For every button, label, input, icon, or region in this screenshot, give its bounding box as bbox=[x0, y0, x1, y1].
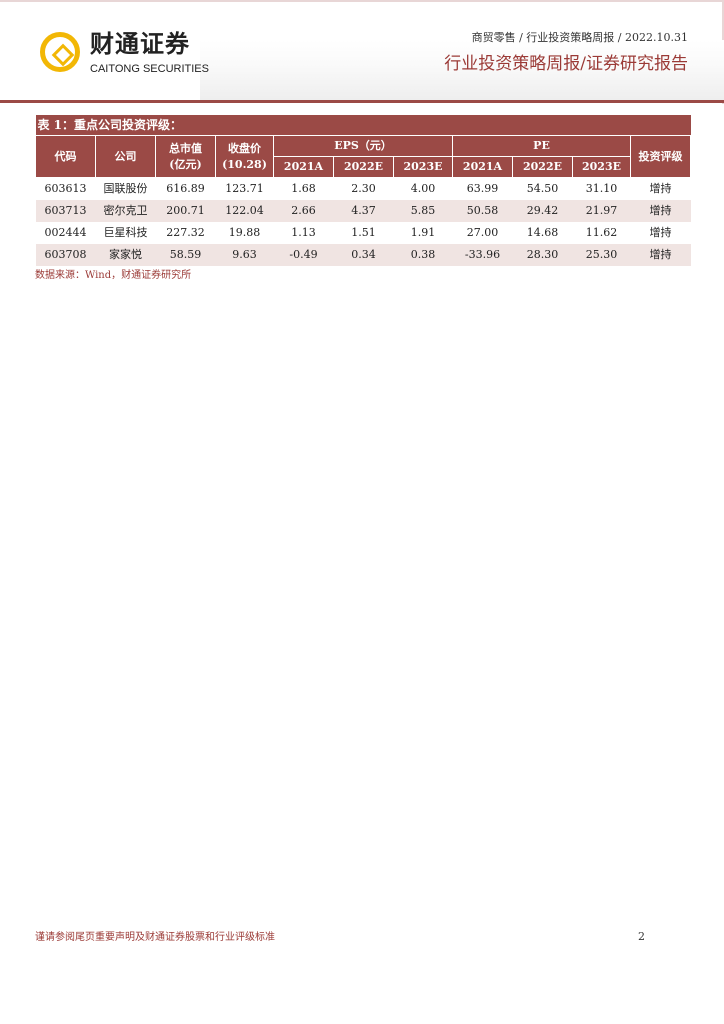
table-cell: 1.68 bbox=[291, 182, 316, 195]
table-caption: 表 1：重点公司投资评级： bbox=[35, 115, 691, 136]
table-cell: 1.51 bbox=[351, 226, 376, 239]
logo-en: CAITONG SECURITIES bbox=[90, 63, 209, 75]
table-cell: 11.62 bbox=[585, 226, 618, 239]
header-year: 2023E bbox=[393, 156, 453, 178]
header-mktcap: 总市值 (亿元) bbox=[155, 135, 216, 178]
table-cell: 50.58 bbox=[452, 200, 513, 222]
top-border bbox=[0, 0, 724, 2]
table-section: 表 1：重点公司投资评级： 代码 公司 总市值 (亿元) 收盘价 (10.28)… bbox=[35, 115, 692, 283]
report-type: 行业投资策略周报/证券研究报告 bbox=[444, 54, 688, 74]
table-cell: 4.00 bbox=[410, 182, 436, 195]
header-year: 2021A bbox=[452, 156, 513, 178]
table-cell: 002444 bbox=[44, 226, 87, 239]
table-cell: 603613 bbox=[44, 182, 87, 195]
table-cell: 122.04 bbox=[215, 200, 274, 222]
table-cell: 巨星科技 bbox=[103, 226, 148, 239]
footer-disclaimer: 谨请参阅尾页重要声明及财通证券股票和行业评级标准 bbox=[35, 932, 275, 943]
breadcrumb: 商贸零售 / 行业投资策略周报 / 2022.10.31 bbox=[471, 31, 688, 44]
table-cell: 27.00 bbox=[466, 226, 499, 239]
header-eps: EPS（元） bbox=[273, 135, 453, 157]
table-cell: -33.96 bbox=[452, 244, 513, 266]
table-cell: 0.38 bbox=[393, 244, 453, 266]
table-cell: 增持 bbox=[649, 226, 672, 239]
table-cell: 14.68 bbox=[526, 226, 559, 239]
logo-cn: 财通证券 bbox=[90, 30, 190, 58]
table-cell: 25.30 bbox=[572, 244, 631, 266]
table-source: 数据来源：Wind，财通证券研究所 bbox=[35, 270, 192, 281]
table-cell: 29.42 bbox=[512, 200, 573, 222]
logo: 财通证券 CAITONG SECURITIES bbox=[40, 30, 240, 76]
table-row: 002444 巨星科技 227.32 19.88 1.13 1.51 1.91 27.00 14… bbox=[36, 222, 691, 244]
table-cell: 603708 bbox=[35, 244, 96, 266]
table-cell: 1.13 bbox=[291, 226, 316, 239]
table-cell: 28.30 bbox=[512, 244, 573, 266]
table-cell: 1.91 bbox=[410, 226, 436, 239]
table-cell: 2.66 bbox=[273, 200, 334, 222]
table-cell: 200.71 bbox=[155, 200, 216, 222]
table-cell: -0.49 bbox=[273, 244, 334, 266]
page-number: 2 bbox=[638, 930, 645, 943]
header-year: 2022E bbox=[512, 156, 573, 178]
table-cell: 123.71 bbox=[225, 182, 264, 195]
header-company: 公司 bbox=[95, 135, 156, 178]
table-cell: 密尔克卫 bbox=[95, 200, 156, 222]
table-cell: 家家悦 bbox=[95, 244, 156, 266]
header-pe: PE bbox=[452, 135, 631, 157]
header-divider bbox=[0, 100, 724, 103]
table-cell: 增持 bbox=[630, 244, 691, 266]
header-year: 2022E bbox=[333, 156, 394, 178]
header-code: 代码 bbox=[35, 135, 96, 178]
table-cell: 0.34 bbox=[333, 244, 394, 266]
table-cell: 2.30 bbox=[351, 182, 376, 195]
header-year: 2023E bbox=[572, 156, 631, 178]
table-cell: 54.50 bbox=[526, 182, 559, 195]
table-cell: 5.85 bbox=[393, 200, 453, 222]
table-cell: 19.88 bbox=[228, 226, 261, 239]
table-row: 603713 密尔克卫 200.71 122.04 2.66 4.37 5.85 50.58 2… bbox=[35, 200, 691, 222]
table-cell: 增持 bbox=[630, 200, 691, 222]
table-cell: 4.37 bbox=[333, 200, 394, 222]
header-rating: 投资评级 bbox=[629, 135, 692, 178]
logo-coin-icon bbox=[40, 32, 80, 72]
table-cell: 31.10 bbox=[585, 182, 618, 195]
table-cell: 21.97 bbox=[572, 200, 631, 222]
table-cell: 国联股份 bbox=[103, 182, 148, 195]
table-cell: 616.89 bbox=[166, 182, 205, 195]
header-year: 2021A bbox=[273, 156, 334, 178]
table-cell: 9.63 bbox=[215, 244, 274, 266]
table-row: 603708 家家悦 58.59 9.63 -0.49 0.34 0.38 -33.96 28.… bbox=[35, 244, 691, 266]
skyline-background bbox=[200, 40, 724, 100]
table-cell: 63.99 bbox=[466, 182, 499, 195]
table-cell: 58.59 bbox=[155, 244, 216, 266]
table-row: 603613 国联股份 616.89 123.71 1.68 2.30 4.00 63.99 5… bbox=[36, 178, 691, 201]
table-cell: 227.32 bbox=[166, 226, 205, 239]
header-price: 收盘价 (10.28) bbox=[215, 135, 274, 178]
table-cell: 603713 bbox=[35, 200, 96, 222]
ratings-table: 表 1：重点公司投资评级： 代码 公司 总市值 (亿元) 收盘价 (10.28)… bbox=[35, 115, 692, 266]
table-cell: 增持 bbox=[649, 182, 672, 195]
